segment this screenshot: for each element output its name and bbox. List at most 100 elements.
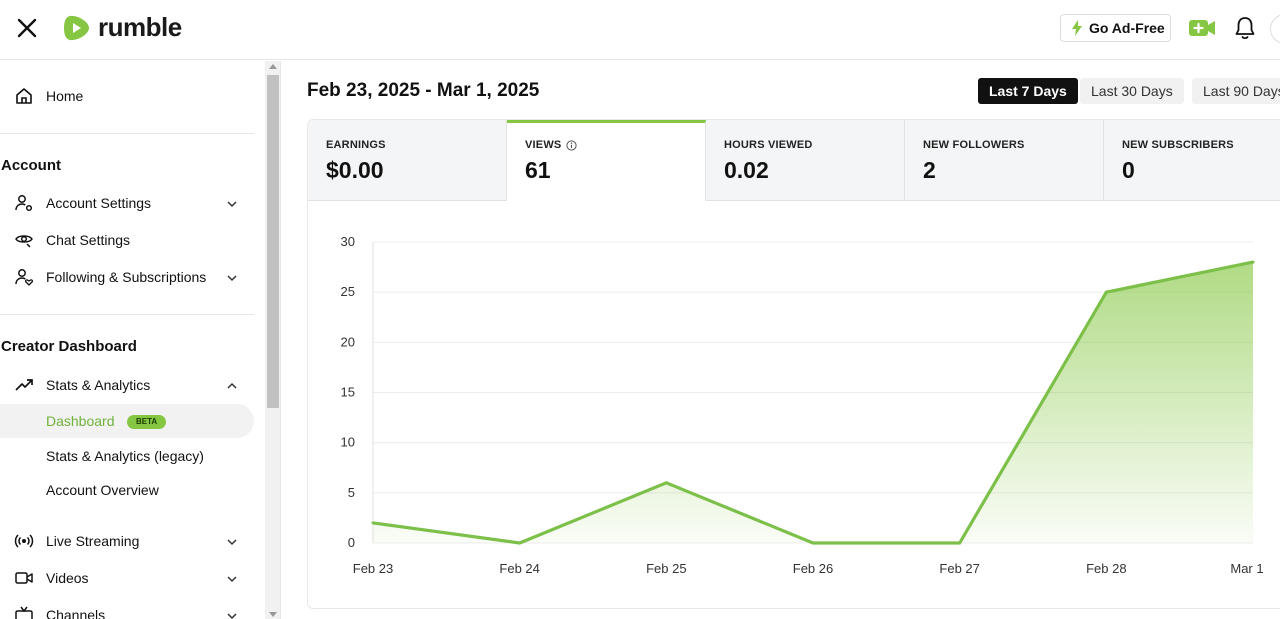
metric-value: 2 [923, 157, 936, 183]
metric-tab-hours-viewed[interactable]: HOURS VIEWED 0.02 [706, 120, 905, 201]
views-chart-svg: 0 5 10 15 20 25 30 Feb 23 Feb 24 Feb 25 Feb 26 Feb … [341, 234, 1264, 576]
sidebar-item-label: Channels [46, 607, 106, 619]
data-point [518, 541, 522, 545]
data-point [811, 541, 815, 545]
user-heart-icon [14, 267, 34, 287]
bell-icon[interactable] [1232, 14, 1258, 42]
y-tick-label: 15 [341, 385, 355, 400]
y-tick-label: 20 [341, 334, 355, 349]
metric-label: NEW SUBSCRIBERS [1122, 139, 1234, 151]
metric-value: $0.00 [326, 157, 384, 183]
sidebar-item-label: Live Streaming [46, 533, 140, 549]
metric-tab-new-followers[interactable]: NEW FOLLOWERS 2 [905, 120, 1104, 201]
x-tick-label: Feb 26 [793, 561, 833, 576]
go-adfree-button[interactable]: Go Ad-Free [1060, 14, 1171, 42]
chevron-down-icon[interactable] [224, 196, 240, 212]
logo-text: rumble [98, 12, 182, 42]
divider [0, 314, 254, 315]
chevron-down-icon[interactable] [224, 608, 240, 619]
sidebar-subitem-dashboard[interactable]: Dashboard BETA [0, 404, 254, 438]
main-content: Feb 23, 2025 - Mar 1, 2025 Last 7 Days L… [282, 61, 1280, 619]
sidebar-subitem-stats-legacy[interactable]: Stats & Analytics (legacy) [0, 439, 254, 473]
trending-up-icon [14, 375, 34, 395]
scrollbar-thumb[interactable] [267, 75, 279, 408]
y-tick-label: 10 [341, 435, 355, 450]
lightning-icon [1072, 20, 1082, 36]
date-range-title: Feb 23, 2025 - Mar 1, 2025 [307, 80, 540, 101]
series-area [373, 262, 1253, 543]
sidebar-item-channels[interactable]: Channels [0, 598, 254, 619]
sidebar-subitem-label: Dashboard [46, 413, 115, 429]
data-point [664, 481, 668, 485]
y-tick-label: 25 [341, 284, 355, 299]
scroll-up-arrow-icon[interactable] [269, 64, 277, 69]
views-chart: 0 5 10 15 20 25 30 Feb 23 Feb 24 Feb 25 Feb 26 Feb … [308, 202, 1280, 607]
avatar[interactable] [1270, 14, 1280, 44]
close-icon[interactable] [14, 15, 40, 41]
sidebar-item-label: Videos [46, 570, 89, 586]
x-tick-label: Feb 23 [353, 561, 393, 576]
scroll-down-arrow-icon[interactable] [269, 612, 277, 617]
metric-value: 0.02 [724, 157, 769, 183]
sidebar-item-label: Account Settings [46, 195, 152, 211]
metric-tab-new-subscribers[interactable]: NEW SUBSCRIBERS 0 [1104, 120, 1280, 201]
chevron-down-icon[interactable] [224, 534, 240, 550]
sidebar-item-following-subscriptions[interactable]: Following & Subscriptions [0, 260, 254, 294]
x-tick-label: Mar 1 [1230, 561, 1263, 576]
video-camera-icon [14, 568, 34, 588]
x-tick-label: Feb 24 [499, 561, 539, 576]
metric-label: HOURS VIEWED [724, 139, 813, 151]
sidebar-item-account-settings[interactable]: Account Settings [0, 186, 254, 220]
broadcast-icon [14, 531, 34, 551]
sidebar-item-live-streaming[interactable]: Live Streaming [0, 524, 254, 558]
y-tick-label: 5 [348, 485, 355, 500]
sidebar-item-stats-analytics[interactable]: Stats & Analytics [0, 368, 254, 402]
rumble-logo[interactable]: rumble [62, 12, 182, 43]
y-tick-label: 0 [348, 535, 355, 550]
metric-label: NEW FOLLOWERS [923, 139, 1025, 151]
metric-label: VIEWS [525, 139, 578, 151]
chevron-down-icon[interactable] [224, 571, 240, 587]
tv-icon [14, 605, 34, 619]
range-button-last-7-days[interactable]: Last 7 Days [978, 78, 1078, 104]
sidebar-item-label: Chat Settings [46, 232, 131, 248]
sidebar-scrollbar[interactable] [265, 61, 281, 619]
data-point [958, 541, 962, 545]
sidebar-subitem-label: Stats & Analytics (legacy) [46, 448, 204, 464]
range-button-last-90-days[interactable]: Last 90 Days [1192, 78, 1280, 104]
sidebar: Home Account Account Settings Chat Setti… [0, 61, 264, 619]
chevron-up-icon[interactable] [224, 378, 240, 394]
analytics-panel: EARNINGS $0.00 VIEWS 61 HOURS VIEWED 0.0… [307, 119, 1280, 609]
go-adfree-label: Go Ad-Free [1089, 20, 1165, 36]
metric-value: 0 [1122, 157, 1135, 183]
sidebar-item-label: Home [46, 88, 84, 104]
sidebar-subitem-label: Account Overview [46, 482, 159, 498]
sidebar-item-label: Following & Subscriptions [46, 269, 207, 285]
metric-tab-earnings[interactable]: EARNINGS $0.00 [308, 120, 507, 201]
rumble-logo-icon [64, 15, 89, 40]
add-video-icon[interactable] [1188, 15, 1216, 41]
section-title-creator-dashboard: Creator Dashboard [1, 338, 137, 355]
sidebar-item-videos[interactable]: Videos [0, 561, 254, 595]
info-icon[interactable] [566, 139, 578, 151]
data-point [1104, 290, 1108, 294]
divider [0, 133, 254, 134]
data-point [371, 521, 375, 525]
metric-tab-views[interactable]: VIEWS 61 [507, 120, 706, 201]
chevron-down-icon[interactable] [224, 270, 240, 286]
sidebar-item-home[interactable]: Home [0, 79, 254, 113]
beta-badge: BETA [127, 415, 167, 429]
section-title-account: Account [1, 157, 61, 174]
metric-value: 61 [525, 157, 551, 183]
top-bar: rumble Go Ad-Free [0, 0, 1280, 60]
data-point [1251, 260, 1255, 264]
home-icon [14, 86, 34, 106]
sidebar-item-chat-settings[interactable]: Chat Settings [0, 223, 254, 257]
user-gear-icon [14, 193, 34, 213]
eye-icon [14, 230, 34, 250]
sidebar-item-label: Stats & Analytics [46, 377, 151, 393]
metric-label: EARNINGS [326, 139, 386, 151]
x-tick-label: Feb 27 [939, 561, 979, 576]
range-button-last-30-days[interactable]: Last 30 Days [1080, 78, 1184, 104]
sidebar-subitem-account-overview[interactable]: Account Overview [0, 473, 254, 507]
